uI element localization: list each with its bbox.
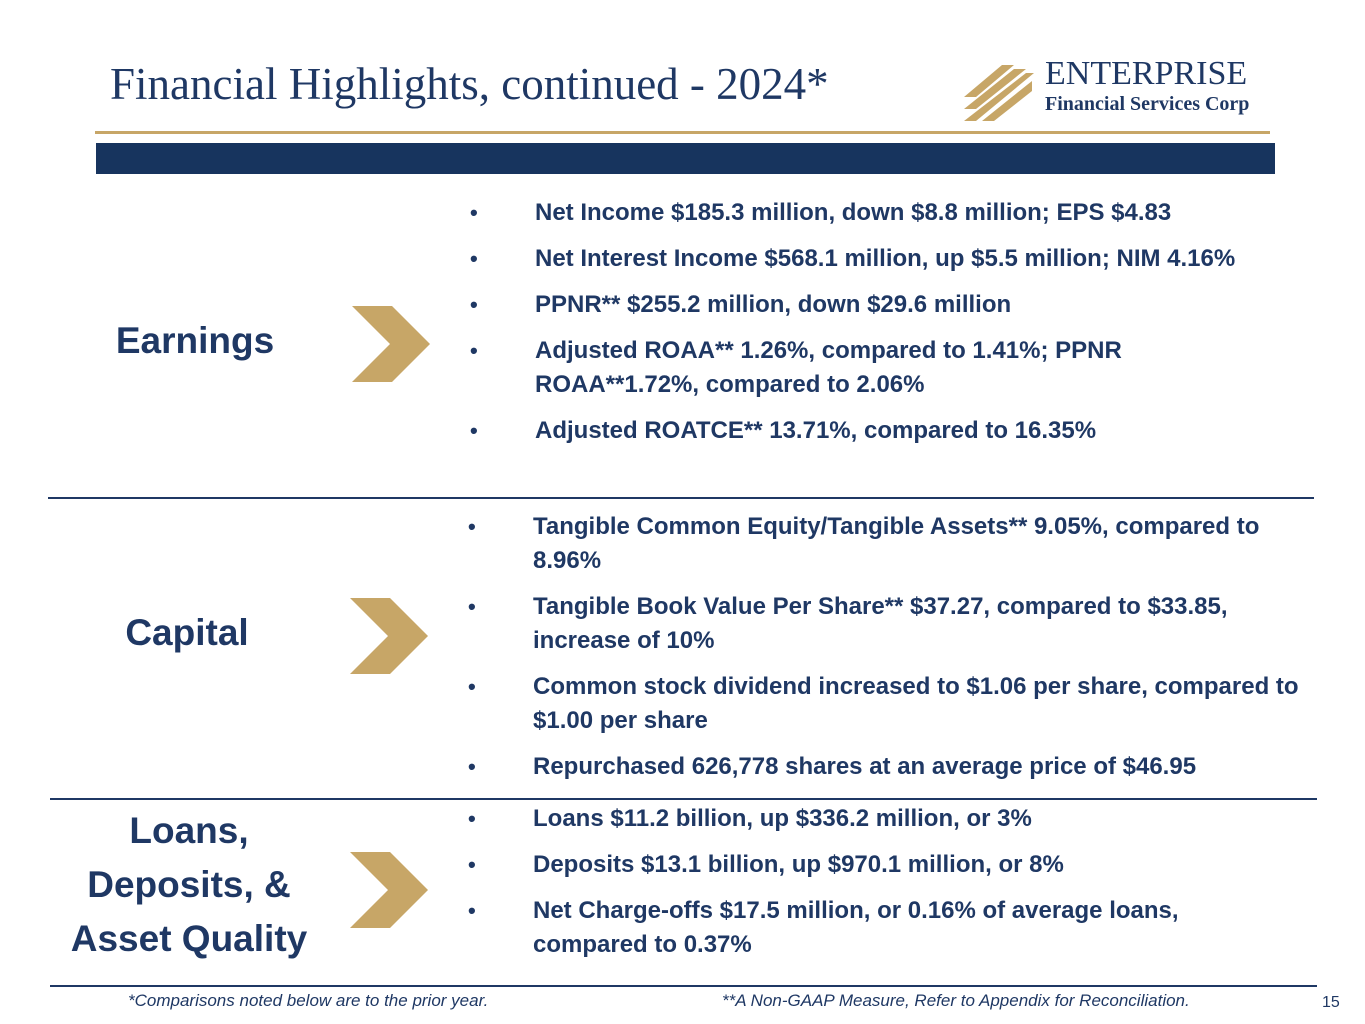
list-item: • Tangible Common Equity/Tangible Assets*…: [468, 513, 1260, 574]
earnings-bullet-list: • Net Income $185.3 million, down $8.8 mi…: [468, 196, 1288, 448]
list-item: • PPNR** $255.2 million, down $29.6 milli…: [470, 291, 1012, 318]
section-divider: [48, 497, 1314, 499]
company-logo: ENTERPRISE Financial Services Corp: [962, 55, 1282, 125]
gold-rule: [95, 131, 1270, 134]
section-label-capital: Capital: [125, 612, 249, 653]
list-item: • Repurchased 626,778 shares at an averag…: [468, 753, 1197, 780]
navy-band: [96, 143, 1275, 174]
loans-bullet-list: • Loans $11.2 billion, up $336.2 million,…: [466, 802, 1286, 962]
chevron-right-icon: [352, 306, 430, 382]
section-label-loans-deposits: Loans, Deposits, & Asset Quality: [70, 810, 308, 959]
section-divider: [50, 985, 1317, 987]
section-divider: [50, 798, 1317, 800]
page-number: 15: [1322, 994, 1340, 1011]
page-title: Financial Highlights, continued - 2024*: [110, 59, 829, 109]
list-item: • Deposits $13.1 billion, up $970.1 milli…: [468, 851, 1064, 878]
logo-name: ENTERPRISE: [1045, 55, 1248, 92]
list-item: • Common stock dividend increased to $1.0…: [468, 673, 1299, 734]
chevron-right-icon: [350, 852, 428, 928]
capital-bullet-list: • Tangible Common Equity/Tangible Assets*…: [466, 510, 1326, 784]
footnote-non-gaap: **A Non-GAAP Measure, Refer to Appendix …: [722, 991, 1190, 1010]
list-item: • Net Income $185.3 million, down $8.8 mi…: [470, 199, 1172, 226]
chevron-right-icon: [350, 598, 428, 674]
footnote-comparisons: *Comparisons noted below are to the prio…: [128, 991, 489, 1010]
list-item: • Adjusted ROAA** 1.26%, compared to 1.41…: [470, 337, 1122, 398]
list-item: • Tangible Book Value Per Share** $37.27,…: [468, 593, 1228, 654]
list-item: • Loans $11.2 billion, up $336.2 million,…: [468, 805, 1032, 832]
enterprise-logo-icon: [964, 65, 1034, 121]
section-label-earnings: Earnings: [115, 320, 275, 361]
logo-subtitle: Financial Services Corp: [1045, 93, 1250, 115]
list-item: • Net Interest Income $568.1 million, up …: [470, 245, 1236, 272]
list-item: • Adjusted ROATCE** 13.71%, compared to 1…: [470, 417, 1097, 444]
list-item: • Net Charge-offs $17.5 million, or 0.16%…: [468, 897, 1179, 958]
